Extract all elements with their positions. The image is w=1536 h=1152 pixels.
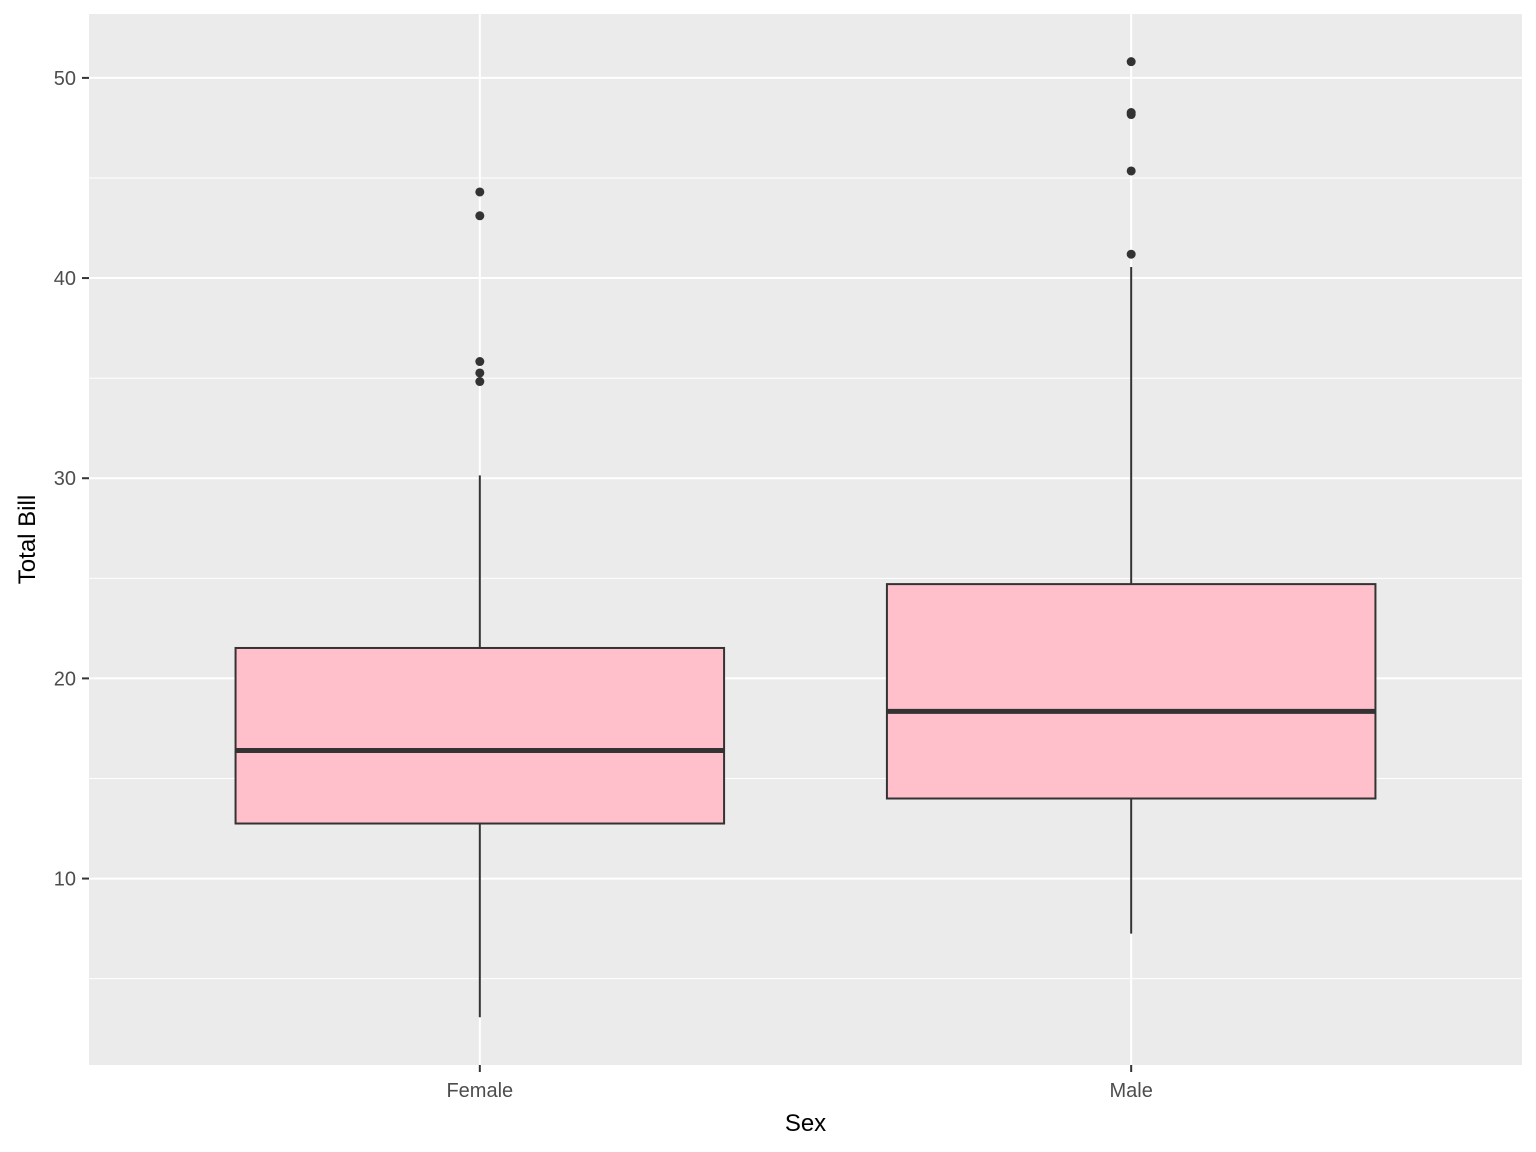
x-axis: Female Male bbox=[446, 1065, 1153, 1102]
y-axis-title: Total Bill bbox=[14, 495, 41, 584]
x-tick-label: Female bbox=[446, 1080, 513, 1102]
boxes bbox=[234, 57, 1377, 1018]
iqr-box bbox=[234, 646, 726, 825]
x-tick-label: Male bbox=[1110, 1080, 1153, 1102]
outlier-point bbox=[475, 187, 485, 197]
box-group-female bbox=[234, 187, 726, 1018]
outlier-point bbox=[1126, 57, 1136, 67]
iqr-box bbox=[885, 583, 1377, 800]
outlier-point bbox=[475, 368, 485, 378]
y-tick-label: 20 bbox=[54, 668, 76, 690]
y-axis: 10 20 30 40 50 bbox=[54, 68, 89, 891]
y-tick-label: 10 bbox=[54, 869, 76, 891]
y-tick-label: 40 bbox=[54, 268, 76, 290]
y-tick-label: 50 bbox=[54, 68, 76, 90]
outlier-point bbox=[1126, 108, 1136, 118]
outlier-point bbox=[1126, 249, 1136, 259]
plot-panel bbox=[89, 14, 1522, 1065]
box-group-male bbox=[885, 57, 1377, 934]
outlier-point bbox=[1126, 166, 1136, 176]
outlier-point bbox=[475, 377, 485, 387]
x-axis-title: Sex bbox=[785, 1110, 826, 1137]
outlier-point bbox=[475, 357, 485, 367]
y-tick-label: 30 bbox=[54, 468, 76, 490]
outlier-point bbox=[475, 211, 485, 221]
